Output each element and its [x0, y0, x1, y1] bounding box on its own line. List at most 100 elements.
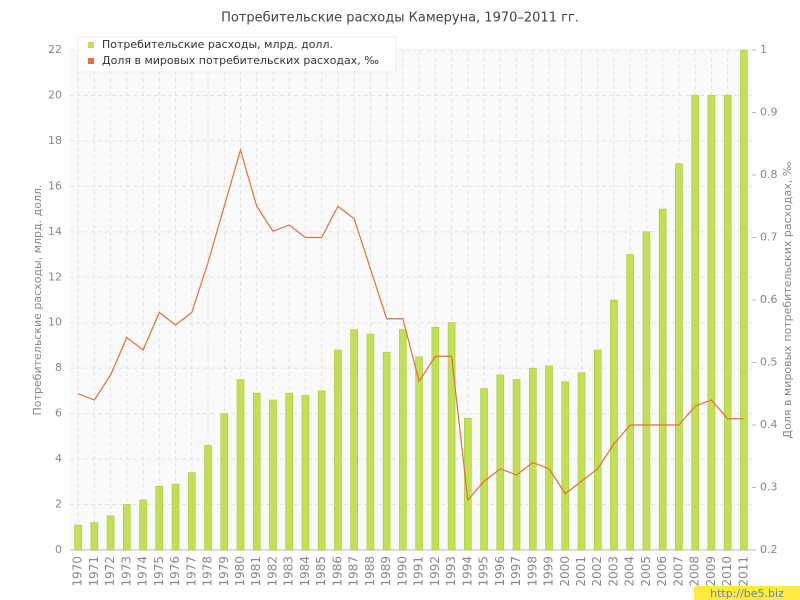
- watermark-bg: [694, 586, 800, 600]
- y2-tick-label: 0.6: [760, 293, 778, 306]
- chart-title: Потребительские расходы Камеруна, 1970–2…: [221, 11, 579, 26]
- x-tick-label: 1982: [265, 556, 279, 587]
- bar: [301, 395, 310, 551]
- y-tick-label: 22: [48, 43, 62, 56]
- x-tick-label: 1981: [249, 556, 263, 587]
- bar: [512, 379, 521, 551]
- bar: [707, 95, 716, 551]
- bar: [545, 365, 553, 551]
- y-axis-label: Потребительские расходы, млрд. долл.: [31, 185, 44, 416]
- bar: [528, 367, 537, 551]
- bar: [74, 524, 82, 551]
- legend: Потребительские расходы, млрд. долл. Доля…: [77, 36, 397, 73]
- y2-tick-label: 0.9: [760, 106, 778, 119]
- bar: [334, 349, 342, 551]
- x-tick-label: 1972: [103, 556, 117, 587]
- y2-axis-label: Доля в мировых потребительских расходах,…: [781, 161, 794, 438]
- x-tick-label: 1983: [282, 556, 296, 587]
- x-tick-label: 1997: [509, 556, 523, 587]
- bar: [187, 472, 196, 551]
- x-tick-label: 2010: [720, 556, 734, 587]
- bar: [317, 390, 326, 551]
- x-tick-label: 1986: [330, 556, 344, 587]
- y-tick-label: 0: [55, 543, 62, 556]
- x-tick-label: 2001: [574, 556, 588, 587]
- x-tick-label: 2007: [671, 556, 685, 587]
- bar: [285, 392, 294, 551]
- x-tick-label: 1998: [525, 556, 539, 587]
- bar: [496, 374, 505, 551]
- y-tick-label: 14: [48, 225, 62, 238]
- legend-label: Доля в мировых потребительских расходах,…: [102, 54, 379, 67]
- x-tick-label: 1973: [119, 556, 133, 587]
- y2-tick-label: 0.3: [760, 481, 778, 494]
- x-tick-label: 2004: [623, 556, 637, 587]
- x-tick-label: 1985: [314, 556, 328, 587]
- x-tick-label: 1993: [444, 556, 458, 587]
- bar: [123, 504, 131, 551]
- x-tick-label: 1978: [201, 556, 215, 587]
- x-tick-label: 1976: [168, 556, 182, 587]
- y-tick-label: 20: [48, 88, 62, 101]
- x-tick-label: 1996: [493, 556, 507, 587]
- x-tick-label: 1974: [136, 556, 150, 587]
- bar: [350, 329, 358, 551]
- x-tick-label: 1979: [217, 556, 231, 587]
- x-tick-label: 2000: [558, 556, 572, 587]
- x-tick-label: 1980: [233, 556, 247, 587]
- bar: [610, 299, 618, 551]
- bar: [155, 486, 164, 551]
- y2-tick-label: 0.2: [760, 543, 778, 556]
- y2-tick-label: 0.7: [760, 231, 778, 244]
- y2-tick-label: 0.5: [760, 356, 778, 369]
- bar: [642, 231, 651, 551]
- legend-box: [77, 36, 397, 73]
- x-tick-label: 1988: [363, 556, 377, 587]
- bar: [220, 413, 229, 551]
- bar: [464, 417, 472, 551]
- bar: [447, 322, 456, 551]
- bar: [561, 381, 570, 551]
- bar: [252, 392, 261, 551]
- line: [77, 147, 744, 502]
- x-tick-label: 2008: [688, 556, 702, 587]
- watermark: http://be5.biz: [710, 587, 784, 600]
- bar: [269, 399, 277, 551]
- x-tick-label: 2006: [655, 556, 669, 587]
- x-tick-label: 1970: [71, 556, 85, 587]
- bar: [90, 522, 99, 551]
- y-tick-label: 18: [48, 134, 62, 147]
- x-tick-label: 1995: [477, 556, 491, 587]
- x-tick-label: 2009: [704, 556, 718, 587]
- x-tick-label: 2005: [639, 556, 653, 587]
- y2-tick-label: 0.4: [760, 418, 778, 431]
- y2-tick-label: 0.8: [760, 168, 778, 181]
- bar: [236, 379, 245, 551]
- bar: [431, 326, 440, 551]
- x-tick-label: 1999: [542, 556, 556, 587]
- bar: [139, 499, 147, 551]
- marks: [74, 49, 748, 551]
- y-tick-label: 2: [55, 498, 62, 511]
- x-tick-label: 1992: [428, 556, 442, 587]
- x-tick-label: 2011: [736, 556, 750, 587]
- y-tick-label: 8: [55, 361, 62, 374]
- bar: [593, 349, 602, 551]
- bar: [691, 95, 699, 551]
- bar: [723, 95, 732, 551]
- y-tick-label: 10: [48, 316, 62, 329]
- y-tick-label: 12: [48, 270, 62, 283]
- x-tick-label: 1990: [395, 556, 409, 587]
- x-tick-label: 1977: [184, 556, 198, 587]
- bar: [415, 356, 423, 551]
- y2-tick-label: 1: [760, 43, 767, 56]
- bar: [204, 445, 212, 551]
- x-tick-label: 1984: [298, 556, 312, 587]
- y-tick-label: 16: [48, 179, 62, 192]
- y-tick-label: 6: [55, 407, 62, 420]
- y-tick-label: 4: [55, 452, 62, 465]
- legend-swatch: [88, 42, 94, 48]
- bar: [106, 515, 115, 551]
- plot-area: [70, 50, 752, 550]
